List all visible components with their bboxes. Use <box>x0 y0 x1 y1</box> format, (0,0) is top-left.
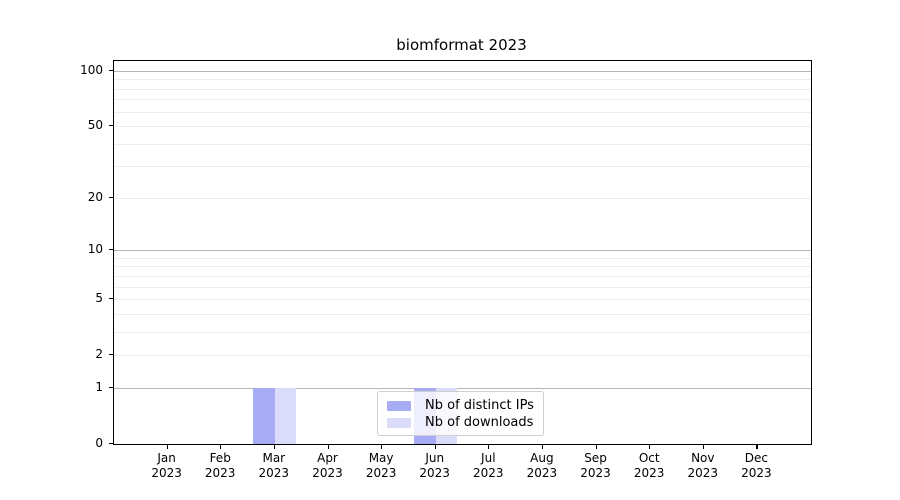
plot-area <box>113 60 812 445</box>
y-tick-100 <box>108 69 113 71</box>
gridline-minor-80 <box>114 88 811 90</box>
x-tick-year-feb: 2023 <box>204 466 236 480</box>
y-tick-10 <box>108 249 113 251</box>
gridline-major-1 <box>114 387 811 389</box>
x-tick-label-jun: Jun 2023 <box>403 451 467 481</box>
gridline-minor-60 <box>114 111 811 113</box>
y-tick-label-100: 100 <box>80 62 103 77</box>
y-tick-label-0: 0 <box>95 436 103 450</box>
y-tick-label-50: 50 <box>87 118 103 132</box>
x-tick-label-nov: Nov 2023 <box>671 451 735 481</box>
gridline-minor-70 <box>114 99 811 101</box>
legend-item-downloads: Nb of downloads <box>387 414 534 431</box>
x-tick-label-sep: Sep 2023 <box>564 451 628 481</box>
x-tick-label-dec: Dec 2023 <box>724 451 788 481</box>
y-tick-label-10: 10 <box>87 242 103 257</box>
x-tick-label-apr: Apr 2023 <box>296 451 360 481</box>
x-tick-year-jun: 2023 <box>419 466 450 480</box>
x-tick-year-sep: 2023 <box>580 466 611 480</box>
x-tick-jan <box>166 444 168 449</box>
legend-swatch-distinct-ips-icon <box>387 400 411 411</box>
bar-nb-of-distinct-ips-mar-2023 <box>253 387 275 444</box>
legend: Nb of distinct IPs Nb of downloads <box>377 391 544 436</box>
gridline-minor-6 <box>114 286 811 288</box>
x-tick-label-oct: Oct 2023 <box>617 451 681 481</box>
y-tick-5 <box>108 298 113 300</box>
x-tick-dec <box>756 444 758 449</box>
x-tick-year-oct: 2023 <box>633 466 665 480</box>
gridline-minor-5 <box>114 299 811 301</box>
x-tick-feb <box>220 444 222 449</box>
x-tick-oct <box>649 444 651 449</box>
x-tick-year-dec: 2023 <box>741 466 772 480</box>
gridline-minor-20 <box>114 197 811 199</box>
legend-label-distinct-ips: Nb of distinct IPs <box>425 398 534 413</box>
chart-title: biomformat 2023 <box>396 36 527 54</box>
x-tick-label-may: May 2023 <box>349 451 413 481</box>
y-tick-50 <box>108 125 113 127</box>
gridline-minor-7 <box>114 275 811 277</box>
gridline-minor-30 <box>114 166 811 168</box>
y-tick-label-20: 20 <box>87 189 103 204</box>
x-tick-jun <box>434 444 436 449</box>
x-tick-year-mar: 2023 <box>258 466 290 480</box>
x-tick-year-nov: 2023 <box>687 466 719 480</box>
x-tick-year-may: 2023 <box>365 466 397 480</box>
y-tick-label-2: 2 <box>95 347 103 362</box>
x-tick-mar <box>273 444 275 449</box>
x-tick-year-apr: 2023 <box>312 466 343 480</box>
x-tick-nov <box>702 444 704 449</box>
gridline-minor-90 <box>114 79 811 81</box>
x-tick-may <box>381 444 383 449</box>
y-tick-1 <box>108 386 113 389</box>
x-tick-label-feb: Feb 2023 <box>188 451 252 481</box>
x-tick-year-jan: 2023 <box>151 466 182 480</box>
gridline-minor-2 <box>114 355 811 357</box>
y-tick-label-5: 5 <box>95 291 103 306</box>
gridline-major-100 <box>114 70 811 72</box>
x-tick-label-jul: Jul 2023 <box>456 451 520 481</box>
x-tick-year-jul: 2023 <box>473 466 504 480</box>
gridline-minor-3 <box>114 331 811 333</box>
x-tick-aug <box>541 444 544 449</box>
x-tick-label-aug: Aug 2023 <box>510 451 574 481</box>
x-tick-label-mar: Mar 2023 <box>242 451 306 481</box>
y-tick-2 <box>108 354 113 356</box>
gridline-minor-9 <box>114 257 811 259</box>
bar-nb-of-downloads-mar-2023 <box>274 387 297 444</box>
legend-item-distinct-ips: Nb of distinct IPs <box>387 397 534 414</box>
legend-label-downloads: Nb of downloads <box>425 415 534 430</box>
x-tick-sep <box>595 444 597 449</box>
gridline-major-10 <box>114 250 811 252</box>
y-tick-label-1: 1 <box>95 379 103 394</box>
x-tick-jul <box>488 444 490 449</box>
x-tick-apr <box>327 444 329 449</box>
x-tick-label-jan: Jan 2023 <box>135 451 199 481</box>
gridline-minor-50 <box>114 126 811 127</box>
gridline-minor-8 <box>114 266 811 268</box>
x-tick-year-aug: 2023 <box>526 466 558 480</box>
y-tick-0 <box>108 443 113 445</box>
y-tick-20 <box>108 196 113 198</box>
legend-swatch-downloads-icon <box>387 417 411 428</box>
gridline-minor-4 <box>114 313 811 315</box>
gridline-minor-40 <box>114 143 811 145</box>
